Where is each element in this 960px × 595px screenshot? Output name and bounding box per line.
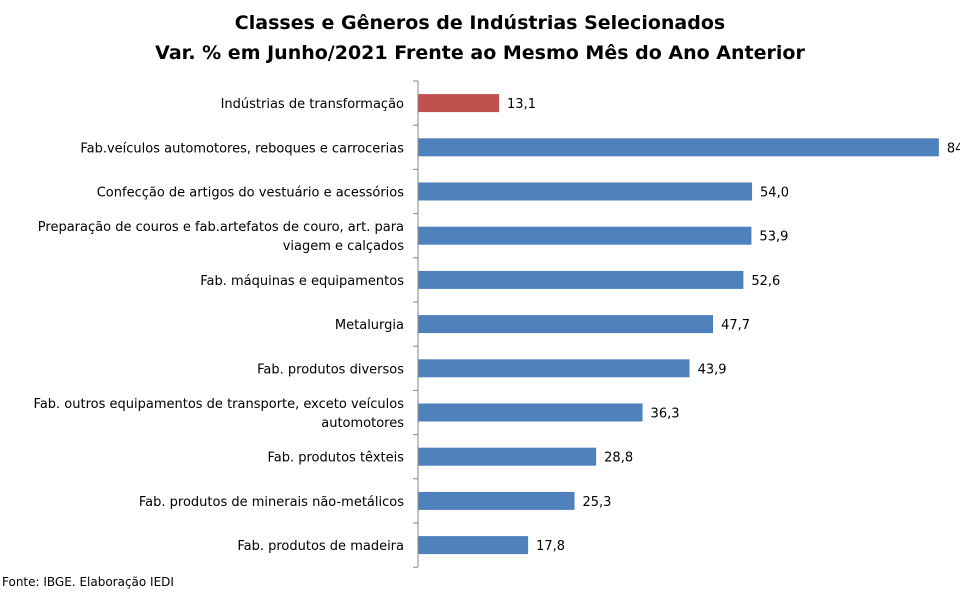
category-label-3-line-0: Preparação de couros e fab.artefatos de … bbox=[38, 220, 404, 235]
category-label-10: Fab. produtos de madeira bbox=[237, 539, 404, 554]
bar-3 bbox=[418, 226, 752, 245]
bar-0 bbox=[418, 94, 500, 113]
category-label-6: Fab. produtos diversos bbox=[257, 362, 404, 377]
data-label-7: 36,3 bbox=[651, 407, 680, 422]
category-label-7-line-0: Fab. outros equipamentos de transporte, … bbox=[34, 397, 405, 412]
category-label-8: Fab. produtos têxteis bbox=[267, 451, 404, 466]
bar-10 bbox=[418, 536, 529, 555]
category-label-5: Metalurgia bbox=[335, 318, 404, 333]
data-label-4: 52,6 bbox=[751, 274, 780, 289]
bar-5 bbox=[418, 315, 714, 334]
bar-9 bbox=[418, 491, 575, 510]
chart-subtitle: Var. % em Junho/2021 Frente ao Mesmo Mês… bbox=[155, 42, 805, 64]
data-label-5: 47,7 bbox=[721, 318, 750, 333]
category-label-4: Fab. máquinas e equipamentos bbox=[200, 274, 404, 289]
category-label-0: Indústrias de transformação bbox=[221, 97, 404, 112]
data-label-10: 17,8 bbox=[536, 539, 565, 554]
bar-6 bbox=[418, 359, 690, 378]
chart-title: Classes e Gêneros de Indústrias Selecion… bbox=[234, 12, 726, 34]
data-label-3: 53,9 bbox=[759, 230, 788, 245]
category-label-3-line-1: viagem e calçados bbox=[283, 239, 404, 254]
category-label-1: Fab.veículos automotores, reboques e car… bbox=[80, 141, 404, 156]
data-label-6: 43,9 bbox=[698, 362, 727, 377]
bar-1 bbox=[418, 138, 939, 157]
bar-4 bbox=[418, 270, 744, 289]
data-label-0: 13,1 bbox=[507, 97, 536, 112]
data-label-2: 54,0 bbox=[760, 186, 789, 201]
data-label-8: 28,8 bbox=[604, 451, 633, 466]
bar-8 bbox=[418, 447, 597, 466]
bar-2 bbox=[418, 182, 753, 201]
category-label-9: Fab. produtos de minerais não-metálicos bbox=[139, 495, 404, 510]
data-label-9: 25,3 bbox=[583, 495, 612, 510]
source-note: Fonte: IBGE. Elaboração IEDI bbox=[2, 575, 174, 589]
category-label-2: Confecção de artigos do vestuário e aces… bbox=[97, 186, 405, 201]
category-label-7-line-1: automotores bbox=[321, 416, 404, 431]
data-label-1: 84,2 bbox=[947, 141, 960, 156]
bar-7 bbox=[418, 403, 643, 422]
